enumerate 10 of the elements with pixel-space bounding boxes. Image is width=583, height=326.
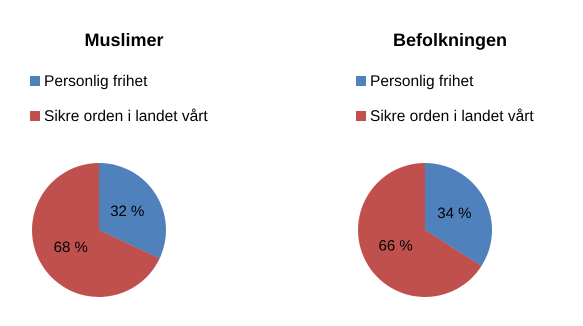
chart-title: Befolkningen xyxy=(392,30,508,51)
legend-label: Sikre orden i landet vårt xyxy=(370,108,534,125)
data-label: 34 % xyxy=(437,205,472,222)
legend-label: Personlig frihet xyxy=(44,73,148,90)
data-label: 68 % xyxy=(54,239,88,256)
legend-label: Sikre orden i landet vårt xyxy=(44,108,208,125)
chart-title: Muslimer xyxy=(83,30,165,51)
legend-label: Personlig frihet xyxy=(370,73,474,90)
data-label: 32 % xyxy=(110,203,144,220)
data-label: 66 % xyxy=(378,237,413,254)
